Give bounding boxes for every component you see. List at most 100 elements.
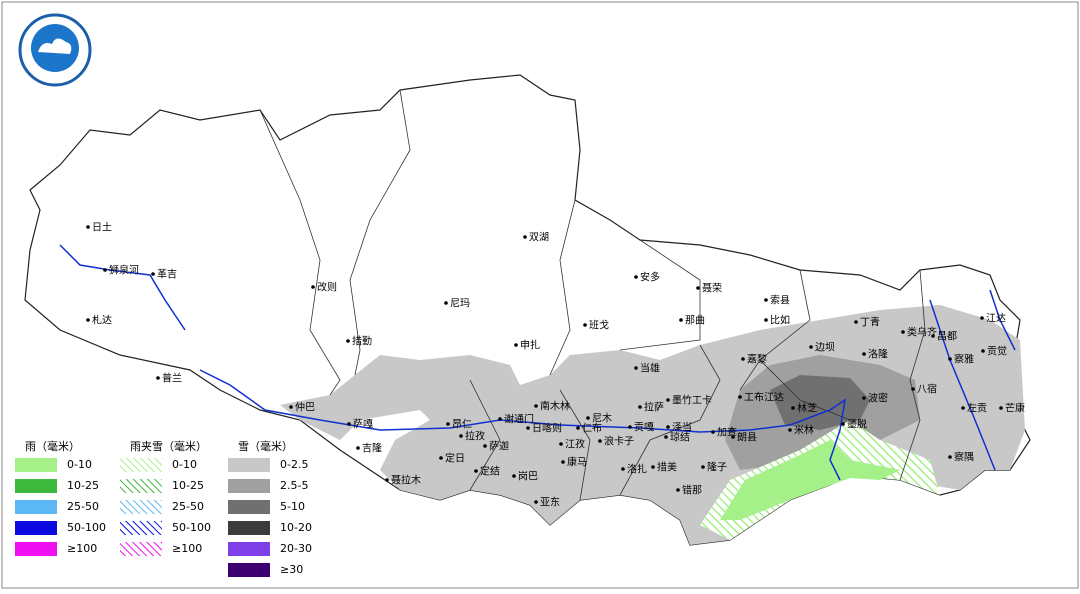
legend-swatch <box>120 542 162 556</box>
legend-swatch <box>120 479 162 493</box>
city-dot <box>764 298 768 302</box>
river <box>59 244 1016 481</box>
city-label: 拉孜 <box>465 430 485 443</box>
city-label: 墨脱 <box>847 418 867 431</box>
legend-label: ≥100 <box>67 542 97 555</box>
city-dot <box>526 426 530 430</box>
city-dot <box>444 301 448 305</box>
city-dot <box>86 318 90 322</box>
city-label: 洛扎 <box>627 463 647 476</box>
city-label: 察雅 <box>954 353 974 366</box>
city-dot <box>711 430 715 434</box>
city-label: 谢通门 <box>504 413 534 426</box>
legend-swatch <box>15 458 57 472</box>
legend-swatch <box>228 458 270 472</box>
city-dot <box>731 435 735 439</box>
legend-label: 10-25 <box>172 479 204 492</box>
city-label: 吉隆 <box>362 442 382 455</box>
city-label: 安多 <box>640 271 660 284</box>
city-dot <box>628 425 632 429</box>
city-dot <box>999 406 1003 410</box>
city-label: 波密 <box>868 392 888 405</box>
legend-title: 雨（毫米） <box>25 439 80 453</box>
city-dot <box>961 406 965 410</box>
city-label: 尼木 <box>592 413 612 425</box>
city-label: 类乌齐 <box>907 326 937 339</box>
city-dot <box>534 500 538 504</box>
city-dot <box>948 455 952 459</box>
city-label: 札达 <box>92 314 112 327</box>
city-label: 日土 <box>92 221 112 234</box>
legend-label: 0-2.5 <box>280 458 308 471</box>
city-label: 泽当 <box>672 421 692 434</box>
city-dot <box>862 352 866 356</box>
city-dot <box>576 426 580 430</box>
city-dot <box>931 334 935 338</box>
city-label: 左贡 <box>967 402 987 415</box>
legend-swatch <box>15 521 57 535</box>
legend-label: 10-20 <box>280 521 312 534</box>
legend-swatch <box>15 542 57 556</box>
logo <box>18 13 92 87</box>
city-label: 南木林 <box>540 400 570 413</box>
legend-swatch <box>228 479 270 493</box>
city-label: 亚东 <box>540 496 560 509</box>
city-dot <box>347 422 351 426</box>
city-dot <box>981 349 985 353</box>
legend-swatch <box>228 542 270 556</box>
city-dot <box>980 316 984 320</box>
city-dot <box>666 398 670 402</box>
city-label: 昌都 <box>937 331 957 343</box>
city-label: 嘉黎 <box>747 353 767 366</box>
city-label: 那曲 <box>685 315 705 327</box>
city-label: 双湖 <box>529 232 549 244</box>
legend-label: 0-10 <box>67 458 92 471</box>
city-label: 昂仁 <box>452 419 472 431</box>
city-label: 丁青 <box>860 316 880 329</box>
city-dot <box>948 357 952 361</box>
city-dot <box>666 425 670 429</box>
legend-label: 2.5-5 <box>280 479 308 492</box>
city-dot <box>483 444 487 448</box>
city-label: 仁布 <box>582 423 602 435</box>
city-label: 班戈 <box>589 319 609 332</box>
city-dot <box>559 442 563 446</box>
legend-label: 10-25 <box>67 479 99 492</box>
city-label: 琼结 <box>670 431 690 444</box>
city-dot <box>346 339 350 343</box>
boundary <box>259 89 926 501</box>
city-label: 芒康 <box>1005 402 1025 415</box>
city-label: 当雄 <box>640 362 660 375</box>
legend-swatch <box>228 500 270 514</box>
city-dot <box>901 330 905 334</box>
city-label: 措勤 <box>352 335 372 348</box>
city-label: 狮泉河 <box>109 264 139 277</box>
legend-label: ≥30 <box>280 563 303 576</box>
city-dot <box>841 422 845 426</box>
city-label: 革吉 <box>157 268 177 281</box>
legend-swatch <box>228 521 270 535</box>
city-label: 八宿 <box>917 383 937 396</box>
city-label: 贡嘎 <box>634 422 654 434</box>
city-dot <box>676 488 680 492</box>
city-label: 定日 <box>445 452 465 465</box>
city-dot <box>498 417 502 421</box>
city-label: 岗巴 <box>518 471 538 483</box>
city-label: 边坝 <box>815 342 835 354</box>
city-label: 聂荣 <box>702 283 722 295</box>
legend-label: ≥100 <box>172 542 202 555</box>
city-dot <box>514 343 518 347</box>
city-dot <box>701 465 705 469</box>
city-dot <box>156 376 160 380</box>
city-label: 墨竹工卡 <box>672 394 712 407</box>
legend: 雨（毫米） 0-10 10-25 25-50 50-100 ≥100 雨夹雪（毫米） 0-10… <box>15 439 312 577</box>
city-dot <box>459 434 463 438</box>
legend-swatch <box>120 521 162 535</box>
city-dot <box>854 320 858 324</box>
city-dot <box>523 235 527 239</box>
city-label: 日喀则 <box>532 422 562 435</box>
city-dot <box>311 285 315 289</box>
city-dot <box>586 416 590 420</box>
city-dot <box>738 395 742 399</box>
